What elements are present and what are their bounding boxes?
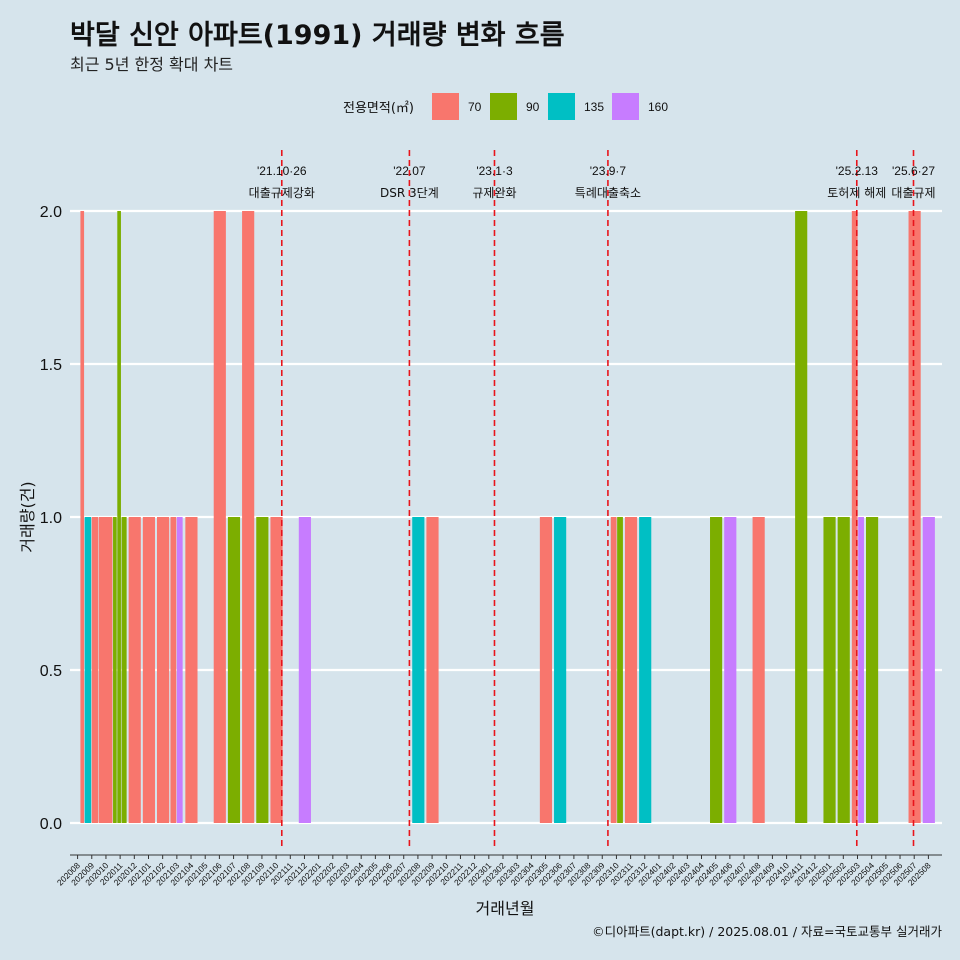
bar-135	[412, 517, 425, 823]
y-tick-label: 1.5	[40, 357, 62, 374]
event-label: DSR 3단계	[380, 186, 439, 200]
bar-70	[213, 211, 226, 823]
bar-70	[185, 517, 198, 823]
legend-key-70	[432, 93, 459, 120]
bars	[80, 211, 935, 823]
bar-70	[851, 211, 858, 823]
bar-70	[242, 211, 255, 823]
bar-70	[128, 517, 141, 823]
caption: ©디아파트(dapt.kr) / 2025.08.01 / 자료=국토교통부 실…	[592, 924, 942, 939]
y-axis-label: 거래량(건)	[18, 481, 37, 552]
event-date: '23.1·3	[476, 164, 513, 178]
bar-70	[98, 517, 113, 823]
y-tick-label: 2.0	[40, 204, 62, 221]
bar-90	[117, 211, 121, 823]
x-axis-label: 거래년월	[476, 899, 535, 918]
bar-70	[270, 517, 283, 823]
bar-135	[554, 517, 567, 823]
legend-title: 전용면적(㎡)	[343, 101, 414, 116]
bar-90	[227, 517, 241, 823]
bar-70	[426, 517, 439, 823]
event-date: '22.07	[393, 164, 426, 178]
bar-70	[91, 517, 99, 823]
legend: 전용면적(㎡) 70 90 135 160	[343, 93, 668, 120]
legend-label-70: 70	[468, 100, 482, 114]
bar-70	[610, 517, 617, 823]
event-date: '25.2.13	[836, 164, 879, 178]
event-label: 대출규제	[891, 186, 935, 200]
event-label: 토허제 해제	[827, 186, 886, 200]
bar-160	[176, 517, 183, 823]
bar-90	[795, 211, 808, 823]
bar-70	[80, 211, 85, 823]
axes: 2020082020092020102020112020122021012021…	[55, 854, 942, 887]
bar-135	[639, 517, 652, 823]
bar-70	[908, 211, 921, 823]
event-date: '25.6·27	[892, 164, 935, 178]
event-label: 대출규제강화	[249, 186, 315, 200]
event-label: 규제완화	[472, 186, 516, 200]
bar-90	[617, 517, 623, 823]
bar-90	[113, 517, 117, 823]
bar-70	[142, 517, 155, 823]
chart-subtitle: 최근 5년 한정 확대 차트	[70, 55, 233, 74]
bar-160	[724, 517, 737, 823]
chart-title: 박달 신안 아파트(1991) 거래량 변화 흐름	[70, 20, 565, 51]
bar-160	[858, 517, 864, 823]
y-tick-label: 0.0	[40, 816, 62, 833]
event-date: '23.9·7	[590, 164, 627, 178]
bar-70	[539, 517, 553, 823]
event-date: '21.10·26	[257, 164, 307, 178]
bar-90	[837, 517, 850, 823]
y-tick-label: 1.0	[40, 510, 62, 527]
bar-90	[121, 517, 127, 823]
bar-90	[865, 517, 879, 823]
bar-90	[256, 517, 269, 823]
bar-90	[710, 517, 723, 823]
legend-label-160: 160	[648, 100, 668, 114]
legend-key-90	[490, 93, 517, 120]
bar-70	[624, 517, 638, 823]
legend-label-90: 90	[526, 100, 540, 114]
legend-label-135: 135	[584, 100, 604, 114]
bar-160	[922, 517, 935, 823]
bar-90	[823, 517, 836, 823]
y-tick-label: 0.5	[40, 663, 62, 680]
bar-70	[170, 517, 177, 823]
bar-160	[298, 517, 311, 823]
legend-key-135	[548, 93, 575, 120]
bar-70	[752, 517, 765, 823]
bar-135	[84, 517, 92, 823]
bar-70	[156, 517, 170, 823]
event-label: 특례대출축소	[575, 186, 641, 200]
event-markers: '21.10·26 대출규제강화 '22.07 DSR 3단계 '23.1·3 규제완화 '…	[249, 150, 936, 850]
legend-key-160	[612, 93, 639, 120]
